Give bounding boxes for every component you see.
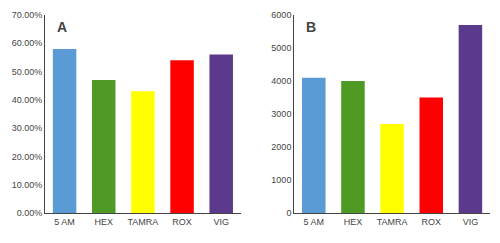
svg-text:1000: 1000 bbox=[271, 175, 291, 185]
svg-text:ROX: ROX bbox=[422, 217, 442, 227]
svg-text:ROX: ROX bbox=[172, 217, 192, 227]
svg-text:10.00%: 10.00% bbox=[12, 180, 43, 190]
svg-text:HEX: HEX bbox=[344, 217, 363, 227]
svg-text:VIG: VIG bbox=[463, 217, 479, 227]
svg-text:60.00%: 60.00% bbox=[12, 38, 43, 48]
svg-text:2000: 2000 bbox=[271, 142, 291, 152]
svg-text:20.00%: 20.00% bbox=[12, 152, 43, 162]
svg-text:TAMRA: TAMRA bbox=[127, 217, 158, 227]
svg-text:40.00%: 40.00% bbox=[12, 95, 43, 105]
svg-text:6000: 6000 bbox=[271, 10, 291, 20]
svg-text:0: 0 bbox=[286, 208, 291, 218]
svg-text:TAMRA: TAMRA bbox=[377, 217, 408, 227]
svg-text:5000: 5000 bbox=[271, 43, 291, 53]
svg-text:HEX: HEX bbox=[94, 217, 113, 227]
svg-text:3000: 3000 bbox=[271, 109, 291, 119]
svg-text:30.00%: 30.00% bbox=[12, 123, 43, 133]
svg-text:VIG: VIG bbox=[213, 217, 229, 227]
svg-text:5 AM: 5 AM bbox=[304, 217, 325, 227]
svg-text:5 AM: 5 AM bbox=[54, 217, 75, 227]
svg-text:70.00%: 70.00% bbox=[12, 10, 43, 20]
svg-text:A: A bbox=[57, 19, 67, 35]
svg-text:50.00%: 50.00% bbox=[12, 67, 43, 77]
svg-text:0.00%: 0.00% bbox=[17, 208, 43, 218]
svg-text:B: B bbox=[306, 19, 316, 35]
svg-text:4000: 4000 bbox=[271, 76, 291, 86]
